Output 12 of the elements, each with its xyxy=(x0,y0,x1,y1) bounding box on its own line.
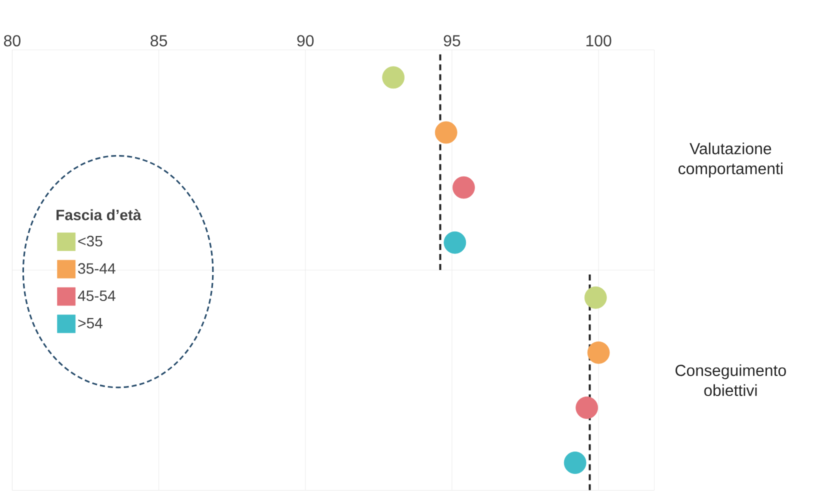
x-tick-label: 90 xyxy=(297,34,314,46)
x-tick-label: 80 xyxy=(4,34,20,46)
x-tick-label: 95 xyxy=(444,34,460,46)
legend-title: Fascia d’età xyxy=(56,209,142,220)
legend-label: 35-44 xyxy=(78,263,116,274)
legend-label: <35 xyxy=(78,236,102,246)
legend-label: >54 xyxy=(78,318,102,328)
legend-label: 45-54 xyxy=(78,290,116,301)
x-tick-label: 85 xyxy=(150,34,168,46)
y-tick-label: Valutazione comportamenti xyxy=(678,142,782,178)
y-tick-label: Conseguimento obiettivi xyxy=(676,364,786,396)
x-tick-label: 100 xyxy=(586,34,612,46)
